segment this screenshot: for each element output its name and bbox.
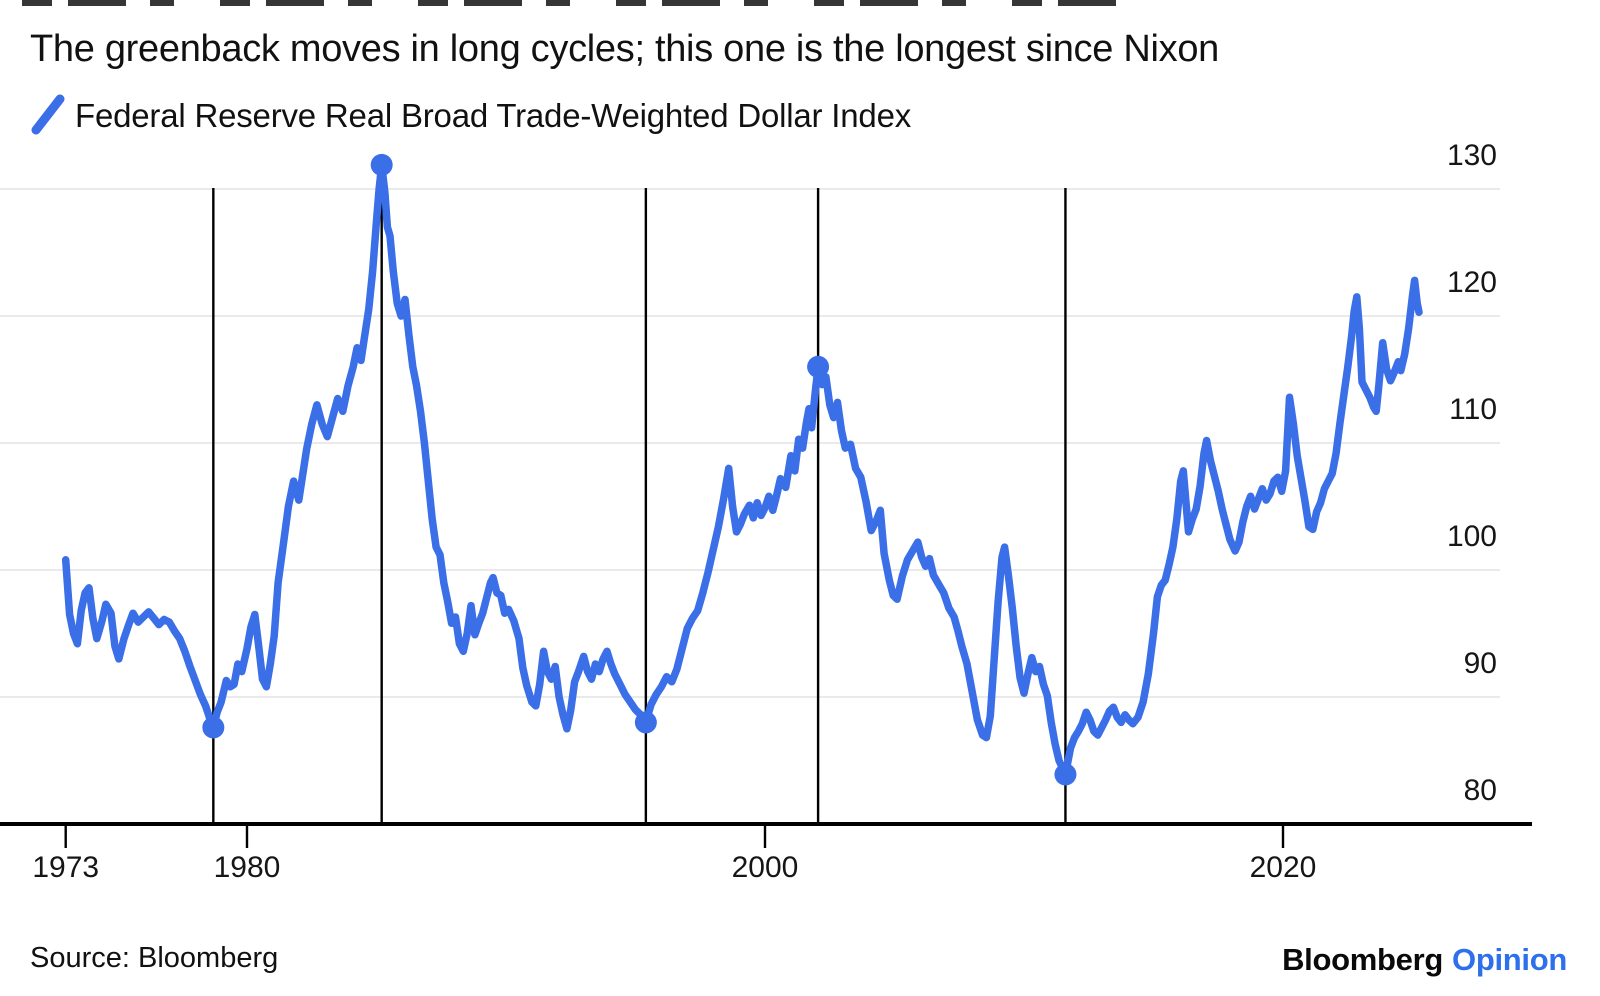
bloomberg-opinion-logo: Bloomberg Opinion bbox=[1282, 942, 1567, 978]
chart-title: The greenback moves in long cycles; this… bbox=[30, 28, 1220, 70]
x-tick-label: 1973 bbox=[32, 851, 100, 884]
index-line bbox=[61, 161, 1423, 779]
legend-label: Federal Reserve Real Broad Trade-Weighte… bbox=[75, 97, 912, 134]
source-note: Source: Bloomberg bbox=[30, 942, 279, 974]
y-tick-label: 90 bbox=[1463, 647, 1497, 680]
y-tick-label: 110 bbox=[1449, 393, 1497, 426]
cycle-turn-dot bbox=[202, 716, 225, 739]
y-tick-label: 120 bbox=[1446, 266, 1497, 299]
legend-line-icon bbox=[31, 94, 65, 135]
cycle-turn-dot bbox=[370, 153, 393, 176]
y-tick-label: 80 bbox=[1463, 774, 1497, 807]
cycle-turn-dot bbox=[807, 355, 830, 378]
cycle-turn-dot bbox=[1054, 763, 1077, 786]
x-tick-label: 2000 bbox=[731, 851, 799, 884]
logo-bloomberg-text: Bloomberg bbox=[1282, 942, 1444, 977]
y-tick-label: 100 bbox=[1446, 520, 1497, 553]
y-tick-label: 130 bbox=[1446, 139, 1497, 172]
logo-opinion-text: Opinion bbox=[1452, 942, 1567, 977]
x-tick-label: 1980 bbox=[213, 851, 281, 884]
cycle-turn-dot bbox=[634, 711, 657, 734]
clipped-headline-fragments bbox=[22, 0, 1140, 6]
x-tick-label: 2020 bbox=[1249, 851, 1317, 884]
